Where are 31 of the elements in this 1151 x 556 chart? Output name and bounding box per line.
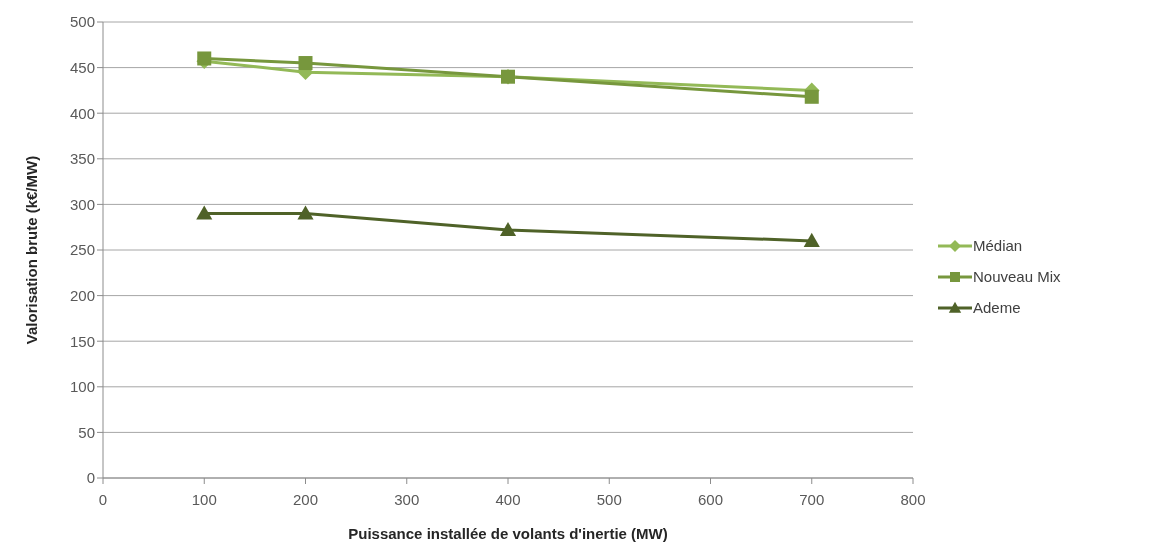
legend-label: Nouveau Mix [973, 268, 1061, 285]
point [803, 232, 820, 247]
y-tick-label: 250 [69, 241, 95, 259]
point [298, 56, 313, 71]
x-axis-title: Puissance installée de volants d'inertie (MW) [348, 525, 668, 542]
y-tick-label: 500 [69, 13, 95, 31]
legend-label: Médian [973, 237, 1023, 254]
x-tick-label: 100 [191, 490, 217, 508]
y-tick-label: 0 [86, 469, 95, 487]
x-tick-label: 700 [799, 490, 825, 508]
x-tick-label: 0 [98, 490, 108, 508]
y-tick-label: 400 [69, 104, 95, 122]
point [499, 221, 517, 236]
y-tick-label: 300 [69, 195, 95, 213]
point [297, 205, 314, 220]
y-tick-label: 350 [69, 150, 95, 168]
y-tick-label: 100 [69, 378, 95, 396]
x-tick-label: 600 [697, 490, 724, 508]
y-tick-label: 200 [69, 286, 95, 304]
y-tick-label: 150 [69, 332, 95, 350]
y-tick-label: 450 [69, 58, 95, 76]
y-axis-title: Valorisation brute (k€/MW) [23, 155, 41, 345]
point [804, 89, 819, 104]
y-tick-label: 50 [78, 423, 95, 441]
x-tick-label: 800 [900, 490, 926, 508]
x-tick-label: 200 [292, 490, 319, 508]
legend-label: Ademe [973, 299, 1021, 316]
x-tick-label: 400 [495, 490, 521, 508]
point [196, 205, 213, 220]
x-tick-label: 300 [394, 490, 420, 508]
x-tick-label: 500 [596, 490, 622, 508]
